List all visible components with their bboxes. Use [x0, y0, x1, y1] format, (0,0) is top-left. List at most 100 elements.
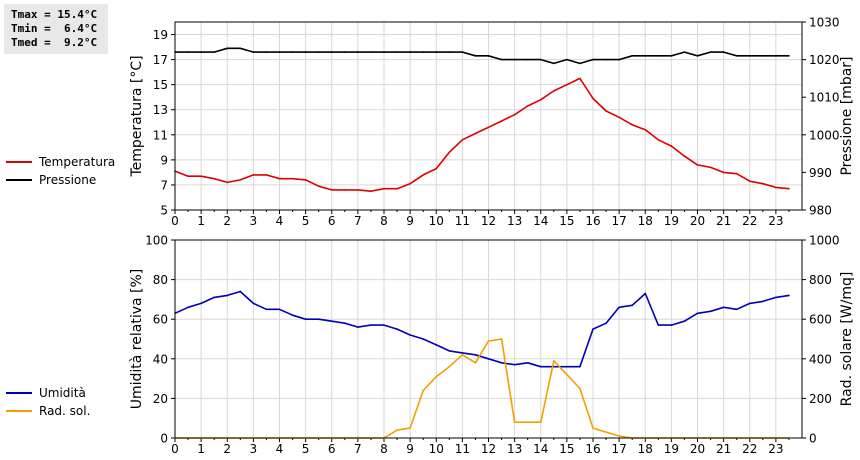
data-point-temperatura	[226, 181, 229, 184]
data-point-umidit	[278, 308, 281, 311]
x-tick-label-bottom: 11	[455, 442, 470, 456]
x-tick-label-bottom: 16	[585, 442, 600, 456]
data-point-pressione	[357, 51, 359, 53]
data-point-temperatura	[500, 120, 503, 122]
x-tick-label-bottom: 17	[611, 442, 626, 456]
y-right-tick-label-bottom: 200	[809, 392, 832, 406]
y-right-tick-label-top: 990	[809, 166, 832, 180]
legend-label-radsol: Rad. sol.	[39, 404, 91, 418]
data-point-umidit	[317, 318, 320, 321]
legend-swatch-radsol	[6, 410, 32, 412]
x-tick-label-bottom: 10	[429, 442, 444, 456]
x-tick-label-top: 10	[429, 214, 444, 228]
data-point-pressione	[344, 51, 346, 53]
data-point-temperatura	[357, 189, 359, 191]
x-tick-label-top: 12	[481, 214, 496, 228]
data-point-umidit	[383, 324, 385, 326]
y-right-tick-label-top: 1000	[809, 128, 840, 142]
data-point-umidit	[788, 294, 790, 297]
data-point-temperatura	[683, 155, 686, 157]
x-tick-label-bottom: 19	[664, 442, 679, 456]
x-tick-label-top: 9	[406, 214, 414, 228]
data-point-pressione	[762, 55, 764, 57]
data-point-pressione	[252, 51, 255, 53]
data-point-temperatura	[605, 110, 607, 112]
data-point-pressione	[200, 51, 202, 53]
data-point-pressione	[644, 55, 647, 57]
legend-swatch-umidita	[6, 392, 32, 394]
data-point-rad-sol	[526, 421, 529, 423]
series-line-pressione	[175, 47, 789, 65]
data-point-umidit	[618, 306, 620, 309]
y-left-tick-label-bottom: 60	[153, 313, 168, 327]
data-point-rad-sol	[579, 387, 581, 390]
data-point-temperatura	[383, 187, 385, 190]
data-point-temperatura	[487, 126, 490, 129]
data-point-pressione	[683, 51, 686, 53]
x-tick-label-bottom: 14	[533, 442, 548, 456]
x-tick-label-bottom: 5	[302, 442, 310, 456]
data-point-pressione	[500, 58, 503, 61]
data-point-temperatura	[278, 177, 281, 180]
x-tick-label-top: 7	[354, 214, 362, 228]
y-left-tick-label-top: 17	[153, 53, 168, 67]
data-point-temperatura	[748, 180, 751, 182]
data-point-temperatura	[265, 174, 268, 176]
data-point-temperatura	[370, 190, 372, 192]
data-point-pressione	[722, 51, 725, 53]
data-point-pressione	[735, 55, 738, 57]
data-point-umidit	[722, 306, 725, 309]
y-left-tick-label-top: 9	[160, 153, 168, 167]
data-point-umidit	[592, 328, 594, 330]
data-point-temperatura	[396, 187, 398, 190]
series-line-temperatura	[174, 77, 789, 192]
data-point-umidit	[409, 334, 411, 336]
data-point-umidit	[735, 308, 738, 311]
data-point-umidit	[239, 290, 242, 293]
x-tick-label-top: 3	[250, 214, 258, 228]
data-point-umidit	[474, 354, 477, 356]
data-point-pressione	[696, 55, 699, 57]
data-point-rad-sol	[409, 427, 411, 429]
data-point-umidit	[748, 302, 751, 305]
legend-label-umidita: Umidità	[39, 386, 86, 400]
y-left-tick-label-top: 19	[153, 28, 168, 42]
y-right-tick-label-bottom: 800	[809, 273, 832, 287]
data-point-umidit	[448, 350, 451, 352]
plot-frame-top	[174, 21, 803, 211]
data-point-pressione	[579, 62, 581, 65]
data-point-pressione	[526, 58, 529, 61]
data-point-temperatura	[304, 179, 307, 181]
y-left-tick-label-top: 11	[153, 128, 168, 142]
data-point-temperatura	[775, 186, 777, 189]
data-point-umidit	[357, 326, 359, 328]
data-point-rad-sol	[513, 421, 516, 423]
data-point-temperatura	[735, 172, 738, 175]
y-right-tick-label-bottom: 0	[809, 432, 817, 446]
data-point-temperatura	[526, 105, 529, 107]
data-point-umidit	[252, 302, 255, 305]
series-line-rad-sol	[175, 338, 789, 439]
data-point-pressione	[265, 51, 268, 53]
x-tick-label-top: 5	[302, 214, 310, 228]
y-left-tick-label-top: 7	[160, 178, 168, 192]
data-point-pressione	[226, 47, 229, 50]
data-point-umidit	[579, 365, 581, 368]
y-right-tick-label-top: 1020	[809, 53, 840, 67]
data-point-umidit	[775, 296, 777, 299]
data-point-umidit	[526, 361, 529, 364]
y-axis-label-right-bottom: Rad. solare [W/mq]	[839, 272, 855, 407]
data-point-pressione	[566, 58, 568, 61]
data-point-rad-sol	[435, 375, 438, 378]
data-point-rad-sol	[539, 421, 542, 423]
data-point-umidit	[762, 300, 764, 303]
legend-item-pressione: Pressione	[6, 172, 126, 188]
x-tick-label-top: 21	[716, 214, 731, 228]
legend-item-radsol: Rad. sol.	[6, 403, 126, 419]
y-right-tick-label-bottom: 600	[809, 313, 832, 327]
data-point-temperatura	[722, 171, 725, 174]
data-point-temperatura	[579, 77, 581, 80]
x-tick-label-top: 2	[223, 214, 231, 228]
x-tick-label-top: 15	[559, 214, 574, 228]
